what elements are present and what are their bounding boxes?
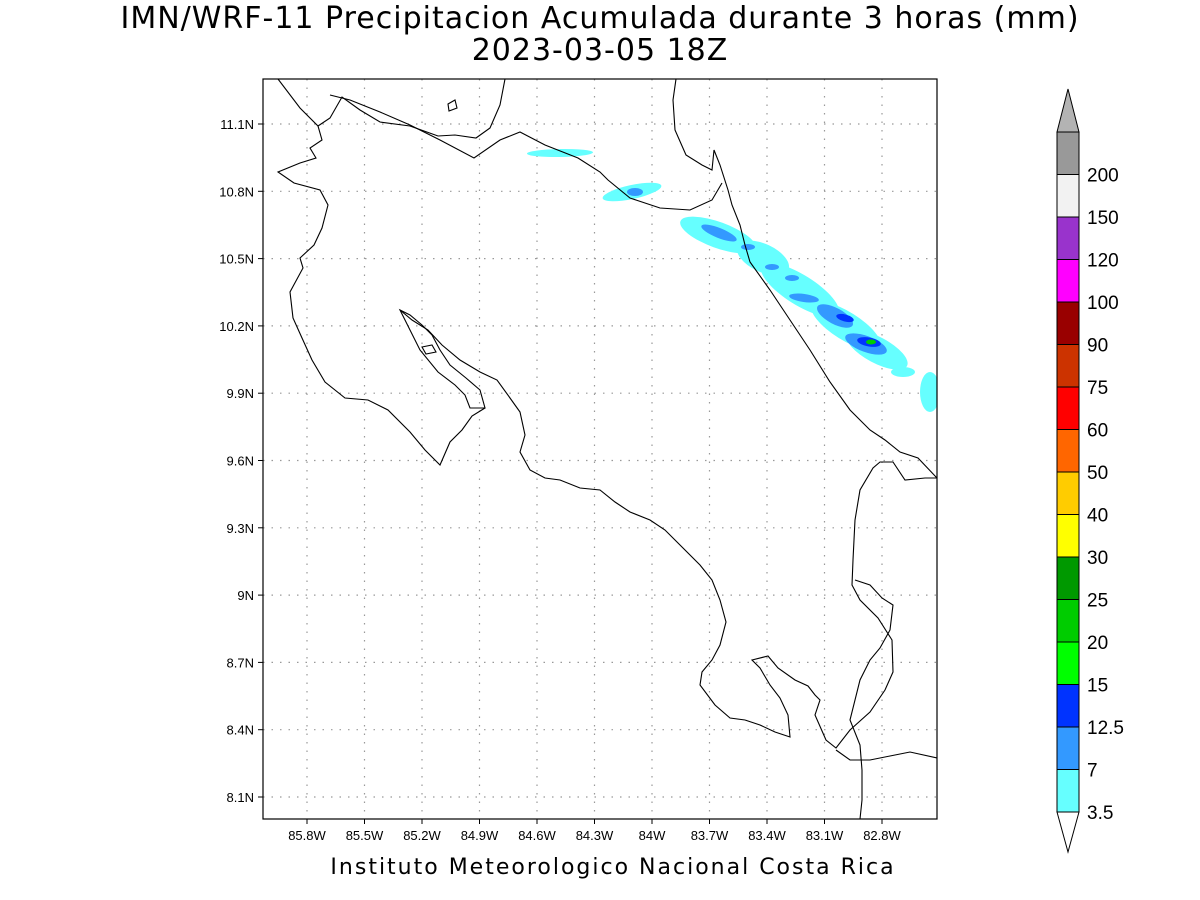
lon-tick-label: 83.4W [748, 828, 786, 843]
colorbar-legend: 3.5 7 12.5 15 20 25 30 40 50 60 75 90 100 120 150 200 [1056, 88, 1124, 854]
colorbar-swatch [1056, 301, 1080, 345]
colorbar-swatch [1056, 641, 1080, 685]
colorbar-swatch [1056, 726, 1080, 770]
nicaragua-coast-north [277, 79, 506, 139]
precipitation-field [527, 148, 937, 412]
map-grid [263, 79, 937, 819]
colorbar-level-label: 120 [1087, 251, 1119, 272]
colorbar-level-label: 100 [1087, 293, 1119, 314]
colorbar-swatch [1056, 684, 1080, 728]
institution-credit: Instituto Meteorologico Nacional Costa R… [330, 855, 896, 880]
lat-tick-label: 9N [237, 588, 254, 603]
colorbar-swatch [1056, 556, 1080, 600]
lon-tick-label: 82.8W [863, 828, 901, 843]
latitude-axis: 11.1N 10.8N 10.5N 10.2N 9.9N 9.6N 9.3N 9N 8.7N 8.… [219, 117, 263, 805]
lon-tick-label: 83.7W [691, 828, 729, 843]
lon-tick-label: 84.3W [576, 828, 614, 843]
lon-tick-label: 83.1W [806, 828, 844, 843]
lon-tick-label: 85.8W [288, 828, 326, 843]
longitude-axis: 85.8W 85.5W 85.2W 84.9W 84.6W 84.3W 84W 83.7W 83… [288, 819, 902, 843]
colorbar-swatch [1056, 429, 1080, 473]
pacific-coast-central [399, 309, 746, 721]
map-title: IMN/WRF-11 Precipitacion Acumulada duran… [120, 1, 1080, 36]
lon-tick-label: 84W [639, 828, 666, 843]
colorbar-swatch [1056, 769, 1080, 813]
colorbar-swatch [1056, 174, 1080, 218]
colorbar-swatch [1056, 599, 1080, 643]
lon-tick-label: 84.9W [461, 828, 499, 843]
colorbar-swatch [1056, 259, 1080, 303]
colorbar-level-label: 25 [1087, 591, 1108, 612]
colorbar-swatch [1056, 386, 1080, 430]
precip-peak-area [866, 339, 876, 345]
lon-tick-label: 85.5W [346, 828, 384, 843]
gulf-islet [421, 344, 437, 355]
colorbar-swatch [1056, 514, 1080, 558]
colorbar-level-label: 12.5 [1087, 718, 1124, 739]
lat-tick-label: 10.8N [219, 184, 254, 199]
colorbar-swatch [1056, 216, 1080, 260]
nicaragua-border [329, 94, 723, 211]
colorbar-over-arrow [1056, 88, 1080, 133]
lat-tick-label: 11.1N [220, 117, 254, 132]
lat-tick-label: 9.6N [227, 454, 254, 469]
colorbar-level-label: 20 [1087, 633, 1108, 654]
lat-tick-label: 8.1N [227, 790, 254, 805]
lon-tick-label: 84.6W [518, 828, 556, 843]
colorbar-level-label: 30 [1087, 548, 1108, 569]
colorbar-level-label: 3.5 [1087, 803, 1113, 824]
colorbar-level-label: 90 [1087, 336, 1108, 357]
nicoya-outer-coast [276, 125, 486, 466]
lat-tick-label: 8.4N [227, 723, 254, 738]
colorbar-level-label: 15 [1087, 676, 1108, 697]
colorbar-under-arrow [1056, 811, 1080, 854]
colorbar-swatch [1056, 344, 1080, 388]
colorbar-level-label: 60 [1087, 421, 1108, 442]
colorbar-level-label: 7 [1087, 761, 1098, 782]
caribbean-coast [672, 79, 937, 479]
colorbar-swatch [1056, 131, 1080, 175]
lat-tick-label: 10.5N [219, 252, 254, 267]
colorbar-level-label: 150 [1087, 208, 1119, 229]
lat-tick-label: 10.2N [219, 319, 254, 334]
coastlines-and-borders [276, 79, 937, 819]
colorbar-level-label: 200 [1087, 166, 1119, 187]
lon-tick-label: 85.2W [403, 828, 441, 843]
lat-tick-label: 8.7N [227, 655, 254, 670]
osa-peninsula [744, 461, 937, 749]
map-frame [262, 78, 938, 820]
colorbar-level-label: 75 [1087, 378, 1108, 399]
lat-tick-label: 9.3N [227, 521, 254, 536]
precip-light-areas [527, 148, 937, 412]
colorbar-level-label: 40 [1087, 506, 1108, 527]
lat-tick-label: 9.9N [227, 386, 254, 401]
colorbar-level-label: 50 [1087, 463, 1108, 484]
panama-border-south [849, 579, 894, 819]
map-subtitle: 2023-03-05 18Z [471, 33, 729, 68]
lake-islet [447, 99, 458, 112]
southeast-coast [835, 749, 937, 761]
colorbar-swatch [1056, 471, 1080, 515]
